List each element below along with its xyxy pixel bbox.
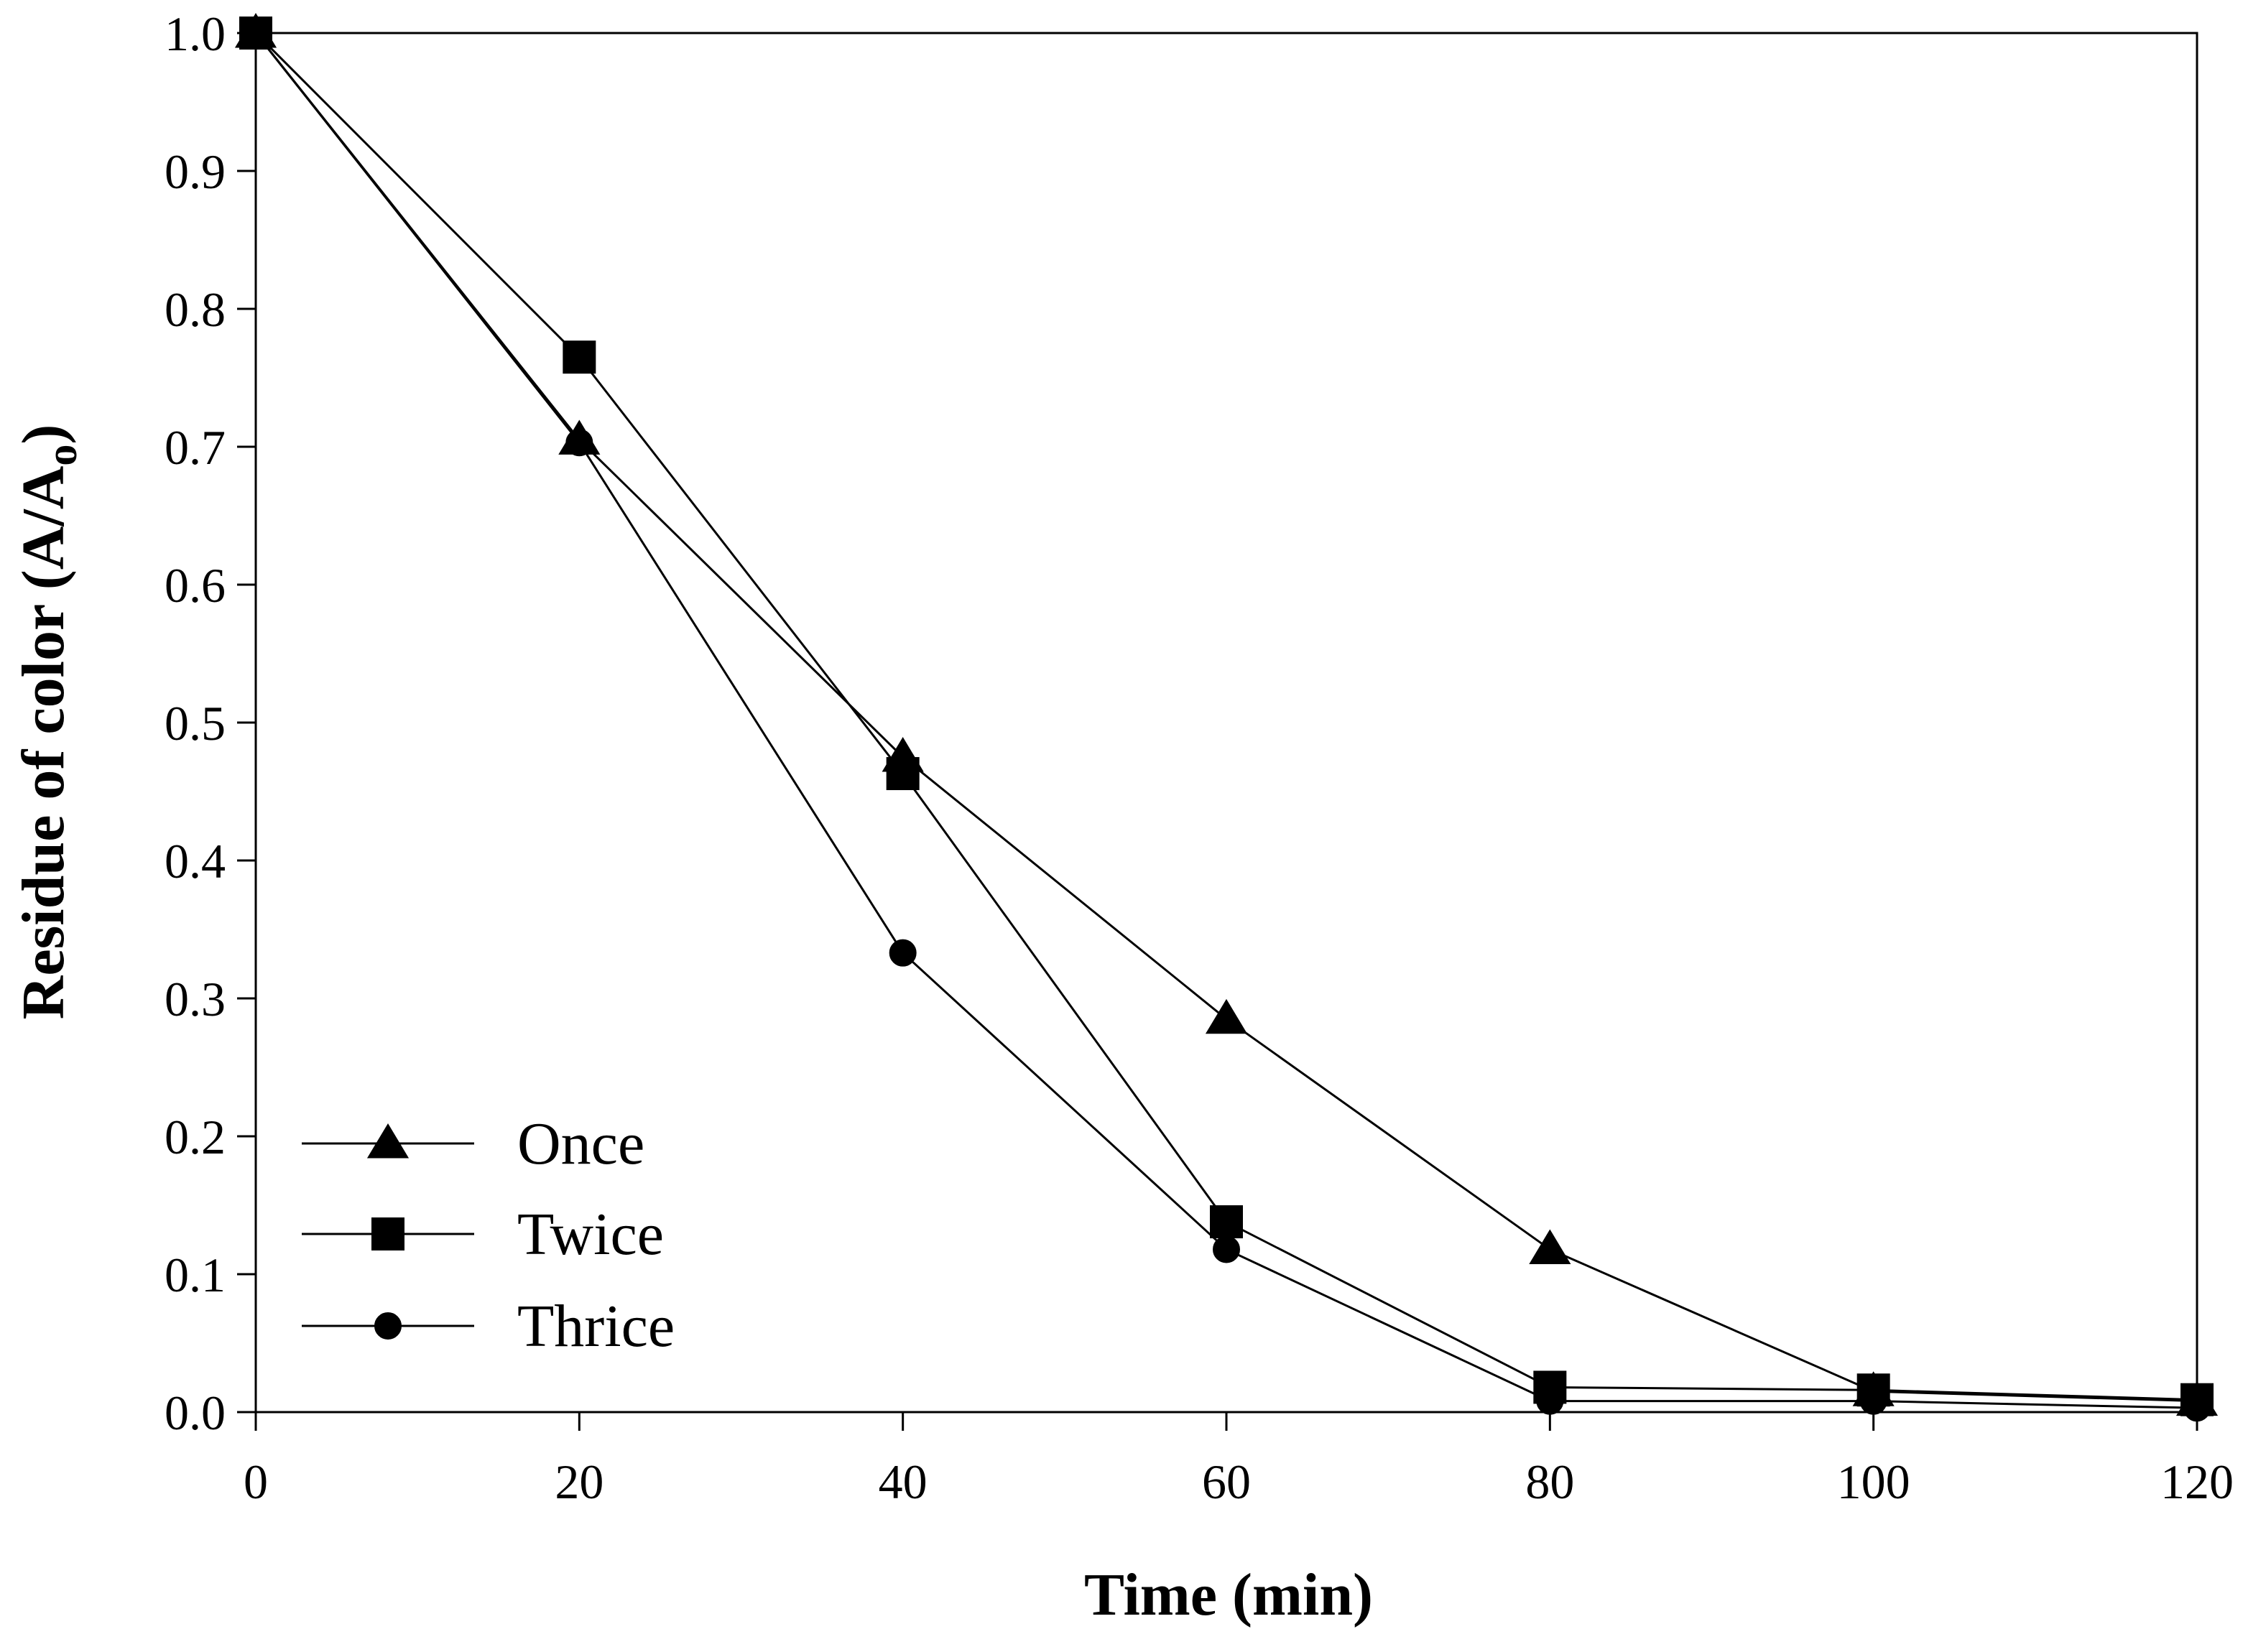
x-tick-label: 60 (1202, 1454, 1251, 1509)
data-point-thrice (889, 939, 917, 967)
y-tick-label: 0.5 (165, 696, 226, 751)
y-axis-title-close: ) (10, 424, 77, 445)
data-point-twice (1210, 1205, 1243, 1239)
data-point-once (1529, 1229, 1571, 1264)
legend-marker-once (366, 1123, 410, 1159)
x-axis-title: Time (min) (1084, 1561, 1373, 1628)
y-tick-label: 1.0 (165, 6, 226, 61)
data-point-twice (886, 757, 920, 791)
y-tick-label: 0.2 (165, 1110, 226, 1164)
y-tick-label: 0.3 (165, 972, 226, 1026)
x-tick-label: 100 (1837, 1454, 1910, 1509)
y-axis-title-main: Residue of color (A/A (10, 465, 77, 1019)
legend-item-twice: Twice (302, 1201, 664, 1268)
y-axis-title-subscript: o (38, 445, 85, 466)
y-tick-label: 0.7 (165, 420, 226, 475)
series-layer (234, 13, 2219, 1422)
legend-label-thrice: Thrice (517, 1293, 675, 1360)
legend-item-thrice: Thrice (302, 1293, 675, 1360)
y-axis-title: Residue of color (A/Ao) (10, 424, 85, 1020)
x-tick-label: 0 (244, 1454, 268, 1509)
data-point-thrice (565, 429, 593, 457)
data-point-thrice (2183, 1394, 2211, 1422)
y-axis-ticks: 0.0 0.1 0.2 0.3 0.4 0.5 0.6 0.7 0.8 0.9 1.0 (165, 6, 256, 1440)
x-tick-label: 80 (1525, 1454, 1574, 1509)
legend-label-once: Once (517, 1110, 644, 1177)
x-tick-label: 20 (555, 1454, 603, 1509)
data-point-once (1205, 998, 1248, 1034)
y-tick-label: 0.4 (165, 834, 226, 888)
data-point-thrice (1213, 1235, 1240, 1263)
data-point-thrice (1536, 1387, 1564, 1415)
legend-label-twice: Twice (517, 1201, 664, 1268)
x-axis-ticks: 0 20 40 60 80 100 120 (244, 1412, 2234, 1509)
y-tick-label: 0.8 (165, 282, 226, 337)
legend-marker-thrice (374, 1312, 402, 1340)
y-tick-label: 0.1 (165, 1248, 226, 1302)
x-tick-label: 40 (879, 1454, 928, 1509)
series-thrice (242, 19, 2211, 1422)
y-tick-label: 0.9 (165, 144, 226, 199)
legend: Once Twice Thrice (302, 1110, 675, 1360)
data-point-thrice (1859, 1387, 1887, 1415)
x-tick-label: 120 (2160, 1454, 2234, 1509)
legend-marker-twice (371, 1217, 404, 1250)
data-point-twice (563, 340, 596, 374)
y-tick-label: 0.0 (165, 1386, 226, 1440)
legend-item-once: Once (302, 1110, 644, 1177)
data-point-thrice (242, 19, 269, 47)
y-tick-label: 0.6 (165, 558, 226, 613)
